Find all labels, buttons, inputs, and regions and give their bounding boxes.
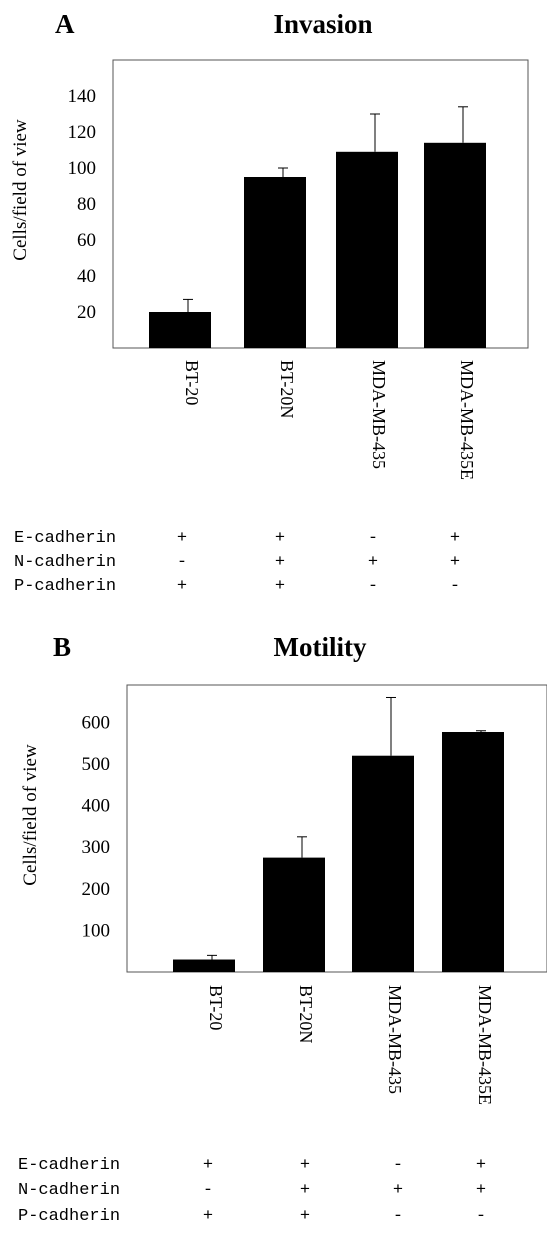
- cadherin-status: +: [203, 1156, 213, 1175]
- cadherin-row-label: N-cadherin: [18, 1181, 120, 1200]
- x-tick-label: BT-20N: [296, 985, 316, 1043]
- cadherin-status: -: [393, 1156, 403, 1175]
- bar: [244, 177, 306, 348]
- cadherin-row-label: P-cadherin: [14, 577, 116, 596]
- cadherin-status: +: [300, 1207, 310, 1226]
- cadherin-row-label: E-cadherin: [14, 529, 116, 548]
- cadherin-status: +: [393, 1181, 403, 1200]
- y-tick-label: 100: [82, 920, 111, 941]
- bar: [263, 857, 325, 972]
- cadherin-status: +: [203, 1207, 213, 1226]
- x-tick-label: MDA-MB-435E: [457, 360, 477, 480]
- x-tick-label: BT-20: [182, 360, 202, 405]
- cadherin-status: +: [275, 553, 285, 572]
- cadherin-status: +: [476, 1181, 486, 1200]
- cadherin-status: +: [275, 529, 285, 548]
- cadherin-status: +: [177, 529, 187, 548]
- x-tick-label: MDA-MB-435E: [475, 985, 495, 1105]
- cadherin-status: +: [275, 577, 285, 596]
- y-tick-label: 500: [82, 754, 111, 775]
- bar: [442, 732, 504, 972]
- cadherin-status: +: [450, 529, 460, 548]
- cadherin-status: +: [177, 577, 187, 596]
- y-tick-label: 600: [82, 712, 111, 733]
- y-tick-label: 140: [68, 86, 97, 107]
- bar: [173, 959, 235, 972]
- cadherin-status: +: [450, 553, 460, 572]
- cadherin-status: +: [368, 553, 378, 572]
- cadherin-row-label: E-cadherin: [18, 1156, 120, 1175]
- bar: [352, 755, 414, 972]
- panel-letter: A: [55, 9, 75, 39]
- bar: [149, 312, 211, 348]
- cadherin-status: -: [393, 1207, 403, 1226]
- cadherin-row-label: P-cadherin: [18, 1207, 120, 1226]
- cadherin-status: -: [450, 577, 460, 596]
- y-tick-label: 100: [68, 158, 97, 179]
- y-axis-label: Cells/field of view: [10, 119, 31, 261]
- y-tick-label: 300: [82, 837, 111, 858]
- cadherin-status: -: [177, 553, 187, 572]
- cadherin-status: -: [368, 577, 378, 596]
- bar: [336, 151, 398, 348]
- cadherin-status: +: [300, 1181, 310, 1200]
- y-axis-label: Cells/field of view: [20, 744, 41, 886]
- cadherin-status: +: [476, 1156, 486, 1175]
- bar: [424, 142, 486, 348]
- x-tick-label: BT-20N: [277, 360, 297, 418]
- cadherin-status: -: [476, 1207, 486, 1226]
- y-tick-label: 40: [77, 266, 96, 287]
- plot-frame: [112, 59, 529, 349]
- plot-frame: [126, 684, 547, 973]
- panel-letter: B: [53, 632, 71, 662]
- y-tick-label: 120: [68, 122, 97, 143]
- y-tick-label: 200: [82, 879, 111, 900]
- cadherin-status: +: [300, 1156, 310, 1175]
- cadherin-status: -: [368, 529, 378, 548]
- chart-title: Motility: [274, 632, 367, 662]
- y-tick-label: 400: [82, 796, 111, 817]
- cadherin-status: -: [203, 1181, 213, 1200]
- x-tick-label: MDA-MB-435: [369, 360, 389, 469]
- x-tick-label: MDA-MB-435: [385, 985, 405, 1094]
- y-tick-label: 60: [77, 230, 96, 251]
- x-tick-label: BT-20: [206, 985, 226, 1030]
- chart-title: Invasion: [273, 9, 372, 39]
- cadherin-row-label: N-cadherin: [14, 553, 116, 572]
- y-tick-label: 80: [77, 194, 96, 215]
- y-tick-label: 20: [77, 302, 96, 323]
